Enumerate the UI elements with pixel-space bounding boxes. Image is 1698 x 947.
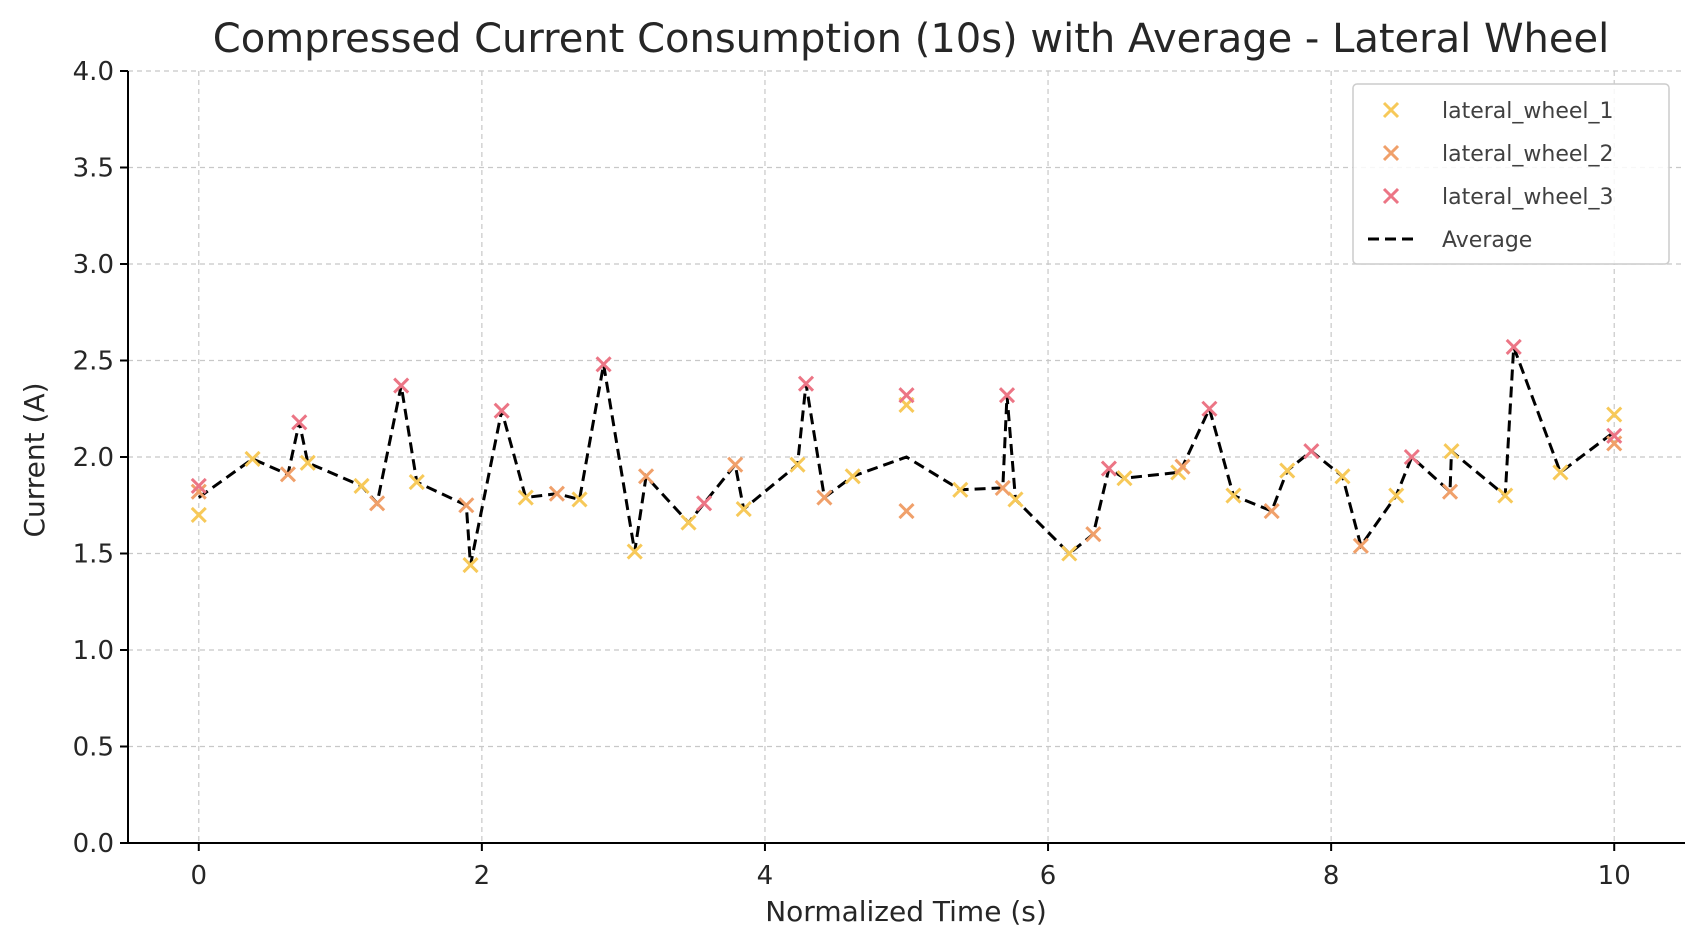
lateral_wheel_1-point	[1116, 470, 1133, 487]
lateral_wheel_2-point	[1352, 537, 1369, 554]
lateral_wheel_2-point	[1441, 483, 1459, 500]
y-axis-label: Current (A)	[18, 382, 51, 537]
y-tick-label: 2.5	[73, 347, 114, 377]
lateral_wheel_3-point	[190, 477, 207, 495]
lateral_wheel_3-point	[493, 402, 510, 419]
legend-marker	[1382, 101, 1400, 119]
y-tick-label: 0.5	[73, 733, 114, 763]
legend-box	[1352, 83, 1670, 265]
axes: 0 2 4 6 8 10 0.0 0.5 1.0 1.5 2.0 2.5 3.0 3.5 4.0	[73, 57, 1685, 891]
legend-marker	[1382, 144, 1400, 162]
lateral_wheel_3-point	[291, 414, 308, 431]
x-tick-label: 8	[1323, 861, 1340, 891]
lateral_wheel_1-point	[299, 454, 316, 471]
data-points	[190, 338, 1623, 574]
lateral_wheel_1-point	[789, 456, 806, 473]
lateral_wheel_3-point	[696, 495, 713, 512]
x-axis-label: Normalized Time (s)	[765, 895, 1047, 928]
x-tick-label: 4	[757, 861, 774, 891]
lateral_wheel_1-point	[1606, 406, 1623, 423]
lateral_wheel_1-point	[244, 450, 261, 467]
y-tick-label: 3.5	[73, 154, 114, 184]
lateral_wheel_1-point	[1225, 487, 1242, 504]
legend-label: lateral_wheel_1	[1442, 99, 1614, 124]
lateral_wheel_1-point	[408, 474, 425, 491]
lateral_wheel_1-point	[844, 468, 861, 485]
lateral_wheel_3-point	[797, 375, 815, 392]
lateral_wheel_1-point	[626, 543, 643, 560]
y-tick-label: 1.0	[73, 636, 114, 666]
lateral_wheel_1-point	[952, 481, 969, 498]
x-tick-label: 2	[474, 861, 491, 891]
lateral_wheel_2-point	[458, 497, 475, 514]
lateral_wheel_3-point	[1606, 427, 1623, 444]
lateral_wheel_2-point	[1263, 502, 1280, 520]
lateral_wheel_1-point	[1443, 443, 1460, 460]
lateral_wheel_1-point	[517, 489, 534, 506]
lateral_wheel_2-point	[816, 489, 833, 506]
lateral_wheel_1-point	[1007, 491, 1024, 508]
lateral_wheel_2-point	[548, 485, 565, 502]
lateral_wheel_1-point	[353, 477, 370, 495]
lateral_wheel_2-point	[1174, 458, 1191, 475]
average-line	[197, 346, 1616, 566]
lateral_wheel_2-point	[1085, 526, 1102, 543]
lateral_wheel_3-point	[1505, 338, 1522, 356]
lateral_wheel_1-point	[1388, 487, 1405, 504]
x-tick-label: 0	[190, 861, 207, 891]
lateral_wheel_2-point	[279, 466, 297, 483]
lateral_wheel_2-point	[994, 479, 1011, 496]
y-tick-label: 4.0	[73, 57, 114, 87]
lateral_wheel_3-point	[998, 387, 1016, 404]
y-tick-label: 2.0	[73, 443, 114, 473]
lateral_wheel_2-point	[898, 502, 915, 520]
lateral_wheel_1-point	[571, 491, 588, 508]
lateral_wheel_2-point	[727, 456, 744, 473]
chart-title: Compressed Current Consumption (10s) wit…	[213, 16, 1609, 62]
lateral_wheel_3-point	[1303, 443, 1320, 460]
lateral_wheel_1-point	[735, 501, 752, 518]
x-tick-label: 6	[1040, 861, 1057, 891]
lateral_wheel_1-point	[1497, 487, 1514, 504]
lateral_wheel_3-point	[1403, 448, 1420, 466]
lateral_wheel_2-point	[637, 468, 655, 485]
legend-label: lateral_wheel_3	[1442, 185, 1614, 210]
lateral_wheel_1-point	[1334, 468, 1351, 485]
y-tick-label: 0.0	[73, 829, 114, 859]
lateral_wheel_2-point	[369, 495, 386, 512]
lateral_wheel_3-point	[393, 377, 410, 394]
lateral_wheel_3-point	[898, 387, 915, 404]
lateral_wheel_1-point	[680, 514, 697, 531]
legend-label: lateral_wheel_2	[1442, 142, 1614, 167]
lateral_wheel_1-point	[1552, 464, 1569, 481]
lateral_wheel_1-point	[462, 557, 479, 574]
legend: lateral_wheel_1 lateral_wheel_2 lateral_wh…	[1352, 83, 1670, 265]
y-tick-label: 3.0	[73, 250, 114, 280]
legend-label: Average	[1442, 228, 1532, 253]
lateral_wheel_3-point	[1201, 400, 1218, 417]
x-tick-label: 10	[1598, 861, 1631, 891]
lateral_wheel_1-point	[1061, 545, 1078, 562]
lateral_wheel_2-point	[190, 483, 207, 500]
y-tick-label: 1.5	[73, 540, 114, 570]
lateral_wheel_1-point	[190, 506, 207, 523]
lateral_wheel_3-point	[595, 356, 612, 373]
average-line-path	[197, 346, 1616, 566]
lateral_wheel_3-point	[1100, 460, 1117, 477]
legend-marker	[1382, 187, 1400, 205]
lateral_wheel_1-point	[1279, 462, 1296, 479]
